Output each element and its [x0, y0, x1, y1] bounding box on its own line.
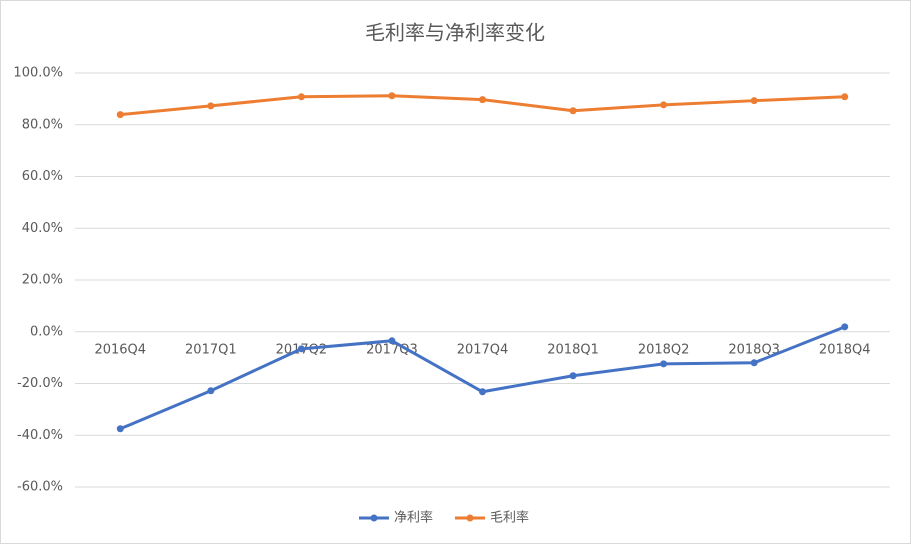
- data-point: [388, 337, 396, 345]
- data-point: [116, 111, 124, 119]
- y-tick-label: 40.0%: [22, 221, 63, 236]
- y-tick-label: -20.0%: [17, 376, 63, 391]
- x-tick-label: 2018Q3: [728, 342, 780, 357]
- data-point: [479, 96, 486, 104]
- x-tick-label: 2016Q4: [94, 342, 146, 357]
- data-point: [297, 93, 305, 101]
- x-tick-label: 2017Q4: [457, 342, 509, 357]
- data-point: [569, 107, 577, 115]
- x-tick-label: 2017Q1: [185, 342, 237, 357]
- chart-title: 毛利率与净利率变化: [365, 21, 545, 45]
- x-tick-label: 2017Q3: [366, 342, 418, 357]
- data-point: [479, 388, 486, 396]
- data-point: [207, 387, 215, 395]
- y-tick-label: -60.0%: [17, 480, 63, 495]
- data-point: [297, 345, 305, 353]
- data-point: [569, 372, 577, 380]
- y-tick-label: -40.0%: [17, 428, 63, 443]
- legend-marker: [370, 514, 378, 522]
- y-tick-label: 60.0%: [22, 169, 63, 184]
- y-tick-label: 20.0%: [22, 273, 63, 288]
- legend-label: 净利率: [394, 510, 433, 526]
- data-point: [388, 92, 396, 100]
- y-tick-label: 80.0%: [22, 117, 63, 132]
- data-point: [750, 97, 758, 105]
- data-point: [660, 101, 668, 109]
- x-tick-label: 2018Q2: [638, 342, 690, 357]
- data-point: [207, 102, 215, 110]
- data-point: [750, 359, 758, 367]
- legend-label: 毛利率: [490, 510, 529, 526]
- y-tick-label: 100.0%: [13, 66, 63, 81]
- y-tick-label: 0.0%: [30, 324, 63, 339]
- x-tick-label: 2018Q4: [819, 342, 871, 357]
- x-tick-label: 2018Q1: [547, 342, 599, 357]
- data-point: [841, 93, 849, 101]
- data-point: [660, 360, 668, 368]
- legend-marker: [466, 514, 474, 522]
- data-point: [841, 323, 849, 331]
- data-point: [116, 425, 124, 433]
